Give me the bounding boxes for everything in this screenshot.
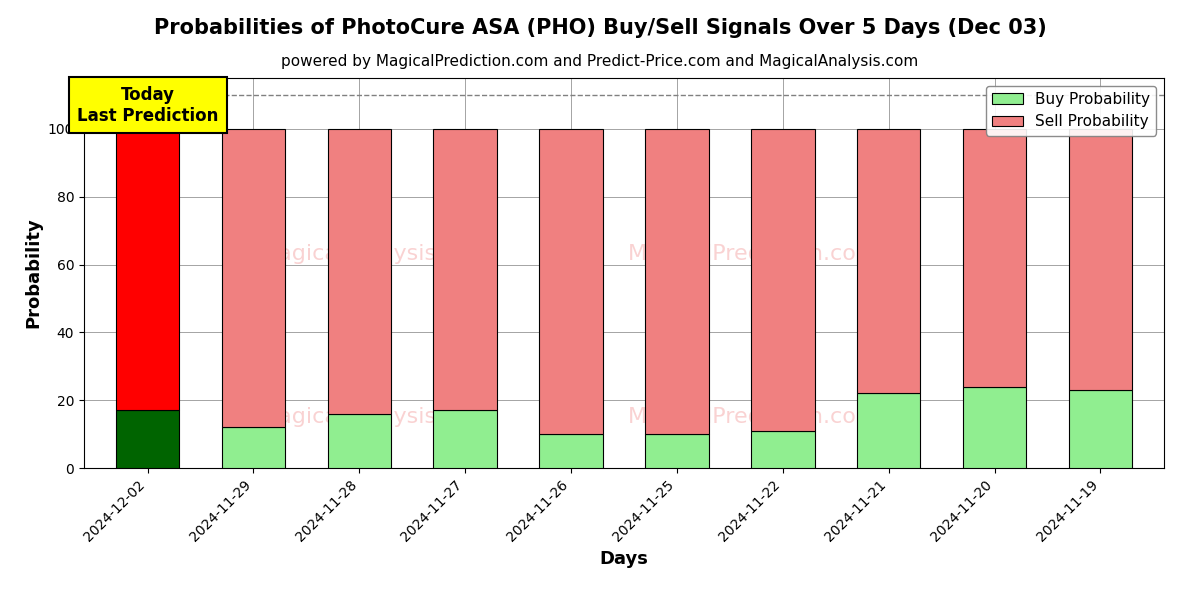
Bar <box>539 434 602 468</box>
Text: powered by MagicalPrediction.com and Predict-Price.com and MagicalAnalysis.com: powered by MagicalPrediction.com and Pre… <box>281 54 919 69</box>
Text: MagicalPrediction.com: MagicalPrediction.com <box>629 244 878 263</box>
Bar <box>857 394 920 468</box>
Bar <box>433 129 497 410</box>
Text: Probabilities of PhotoCure ASA (PHO) Buy/Sell Signals Over 5 Days (Dec 03): Probabilities of PhotoCure ASA (PHO) Buy… <box>154 18 1046 38</box>
Bar <box>222 427 286 468</box>
Bar <box>1069 129 1133 390</box>
Bar <box>962 129 1026 386</box>
Bar <box>115 410 179 468</box>
Bar <box>539 129 602 434</box>
Bar <box>1069 390 1133 468</box>
Bar <box>115 129 179 410</box>
Text: MagicalPrediction.com: MagicalPrediction.com <box>629 407 878 427</box>
Bar <box>433 410 497 468</box>
Bar <box>222 129 286 427</box>
Text: MagicalAnalysis.com: MagicalAnalysis.com <box>259 407 492 427</box>
Bar <box>751 129 815 431</box>
Legend: Buy Probability, Sell Probability: Buy Probability, Sell Probability <box>986 86 1157 136</box>
Bar <box>751 431 815 468</box>
Bar <box>328 129 391 414</box>
Text: Today
Last Prediction: Today Last Prediction <box>77 86 218 125</box>
Y-axis label: Probability: Probability <box>24 218 42 328</box>
Bar <box>646 434 709 468</box>
X-axis label: Days: Days <box>600 550 648 568</box>
Bar <box>857 129 920 394</box>
Bar <box>328 414 391 468</box>
Bar <box>962 386 1026 468</box>
Text: MagicalAnalysis.com: MagicalAnalysis.com <box>259 244 492 263</box>
Bar <box>646 129 709 434</box>
